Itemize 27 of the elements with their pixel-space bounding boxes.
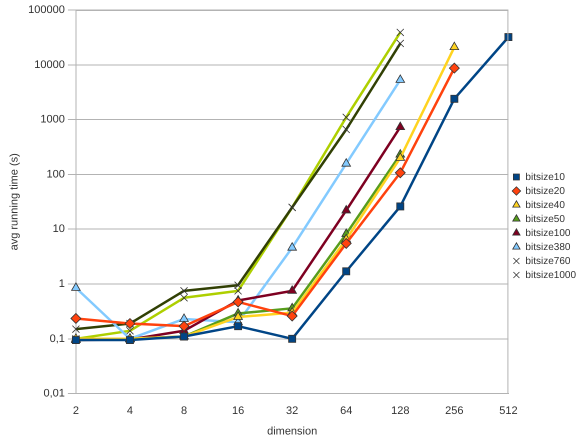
x-tick-label: 64 — [340, 405, 352, 418]
y-tick-label: 100 — [46, 168, 65, 180]
x-tick-label: 8 — [180, 405, 188, 418]
y-tick-label: 0,1 — [50, 332, 65, 345]
x-tick-label: 4 — [126, 405, 134, 418]
y-tick-label: 100000 — [28, 4, 65, 16]
legend-label: bitsize100 — [525, 228, 571, 239]
legend-label: bitsize380 — [525, 242, 571, 253]
y-tick-label: 0,01 — [43, 388, 65, 400]
x-tick-label: 128 — [391, 405, 410, 418]
x-tick-label: 256 — [445, 405, 464, 418]
x-tick-label: 16 — [232, 405, 244, 418]
legend-label: bitsize20 — [525, 186, 566, 197]
y-tick-label: 1000 — [40, 114, 65, 126]
legend-label: bitsize760 — [525, 256, 571, 267]
y-tick-label: 10 — [52, 223, 65, 236]
x-tick-label: 32 — [286, 405, 298, 418]
legend-label: bitsize1000 — [525, 270, 576, 281]
y-axis-title: avg running time (s) — [8, 153, 21, 250]
y-tick-label: 1 — [58, 278, 65, 290]
x-axis-title: dimension — [267, 425, 318, 438]
legend-label: bitsize50 — [525, 214, 566, 225]
legend-label: bitsize40 — [525, 200, 566, 211]
x-tick-label: 2 — [72, 405, 79, 418]
x-tick-label: 512 — [499, 405, 518, 418]
legend-label: bitsize10 — [525, 172, 566, 183]
y-tick-label: 10000 — [34, 58, 65, 71]
